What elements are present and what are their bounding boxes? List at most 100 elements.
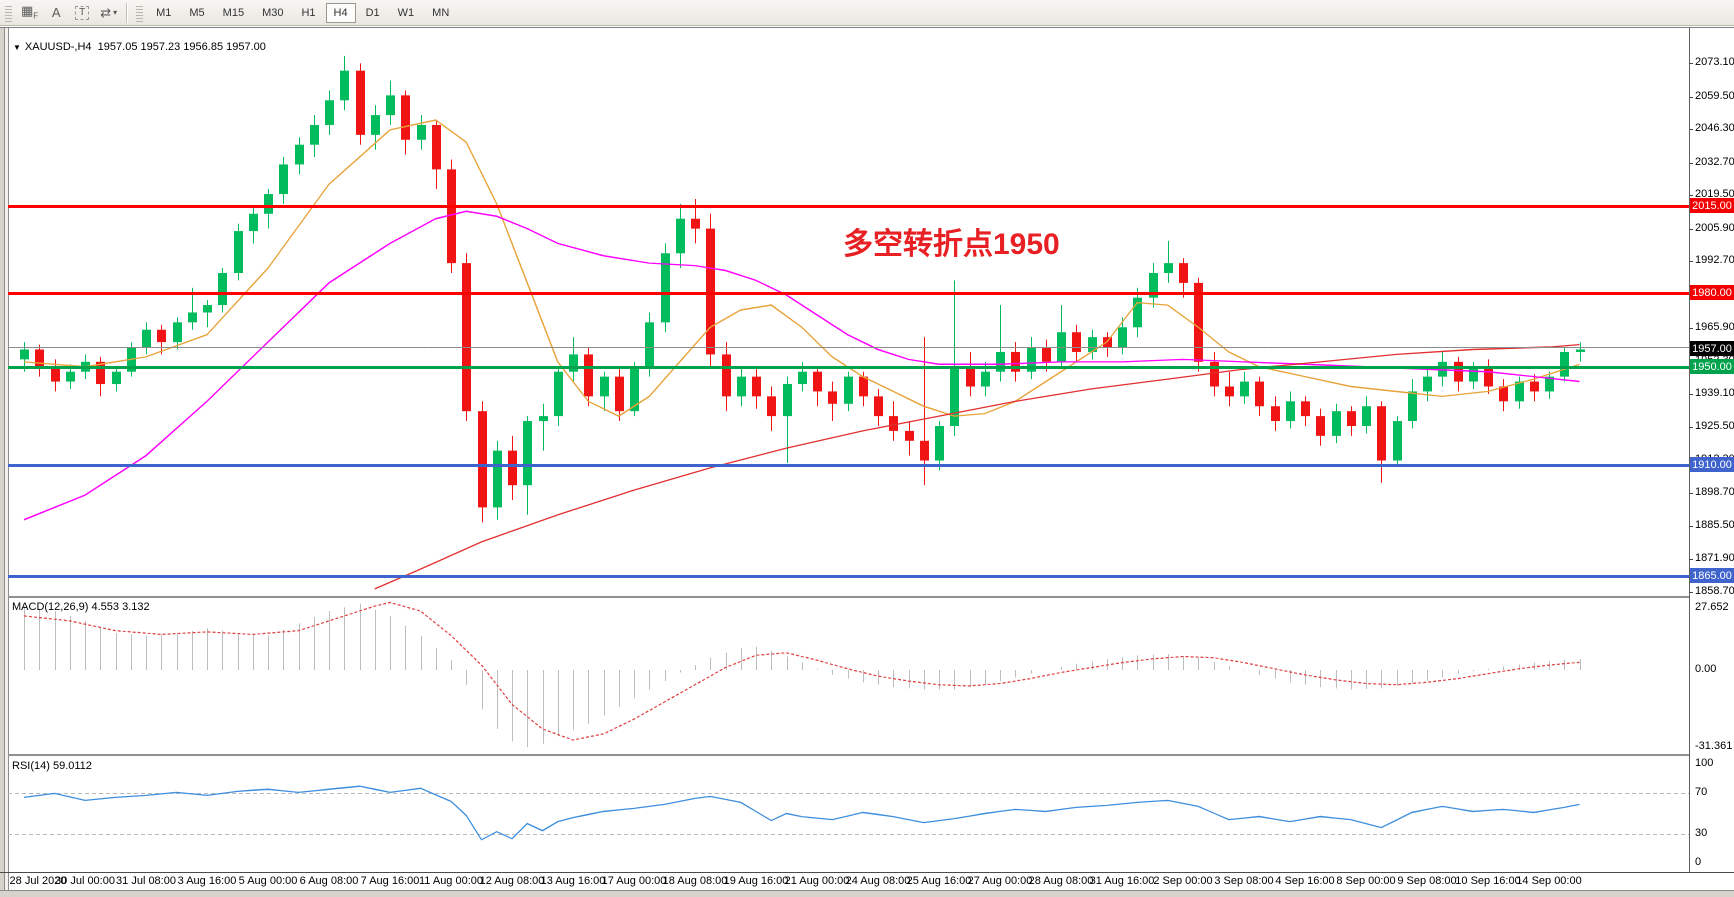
date-label: 17 Aug 00:00 bbox=[601, 875, 667, 887]
chart-title: ▼ XAUUSD-,H4 1957.05 1957.23 1956.85 1957… bbox=[13, 41, 266, 53]
rsi-label: RSI(14) 59.0112 bbox=[12, 760, 92, 772]
time-axis-border bbox=[0, 872, 1734, 873]
date-label: 9 Sep 08:00 bbox=[1397, 875, 1457, 887]
price-tick bbox=[1689, 526, 1693, 527]
timeframe-button-W1[interactable]: W1 bbox=[390, 3, 423, 23]
price-tick bbox=[1689, 592, 1693, 593]
price-tick-label: 1871.90 bbox=[1695, 552, 1734, 564]
dropdown-caret-icon: ▾ bbox=[113, 8, 118, 17]
cursor-tools-button[interactable]: ⇄ ▾ bbox=[96, 2, 121, 24]
rsi-axis-label: 100 bbox=[1695, 757, 1714, 769]
price-level-badge: 2015.00 bbox=[1690, 198, 1734, 213]
cursor-arrows-icon: ⇄ bbox=[100, 5, 112, 20]
price-level-badge: 1910.00 bbox=[1690, 457, 1734, 472]
date-label: 4 Sep 16:00 bbox=[1275, 875, 1335, 887]
price-tick bbox=[1689, 63, 1693, 64]
symbol-dropdown-icon[interactable]: ▼ bbox=[13, 43, 21, 52]
price-tick-label: 2005.90 bbox=[1695, 222, 1734, 234]
rsi-axis-label: 0 bbox=[1695, 856, 1702, 868]
chart-grid-icon: ▦F bbox=[21, 3, 39, 21]
date-label: 31 Jul 08:00 bbox=[116, 875, 176, 887]
timeframe-button-D1[interactable]: D1 bbox=[358, 3, 388, 23]
date-label: 28 Aug 08:00 bbox=[1028, 875, 1094, 887]
date-label: 21 Aug 00:00 bbox=[784, 875, 850, 887]
date-label: 25 Aug 16:00 bbox=[906, 875, 972, 887]
panel-divider[interactable] bbox=[8, 596, 1689, 598]
date-label: 28 Jul 2020 bbox=[9, 875, 67, 887]
price-tick bbox=[1689, 129, 1693, 130]
price-tick-label: 1858.70 bbox=[1695, 585, 1734, 597]
rsi-axis-label: 30 bbox=[1695, 827, 1708, 839]
macd-axis-label: -31.361 bbox=[1695, 740, 1733, 752]
date-label: 14 Sep 00:00 bbox=[1516, 875, 1582, 887]
price-level-badge: 1950.00 bbox=[1690, 359, 1734, 374]
price-level-badge: 1980.00 bbox=[1690, 285, 1734, 300]
timeframe-button-H4[interactable]: H4 bbox=[325, 2, 356, 23]
price-tick bbox=[1689, 261, 1693, 262]
toolbar: ▦F A T ⇄ ▾ M1 M5 M15 M30 H1 H4 D1 W1 MN bbox=[0, 0, 1734, 26]
price-tick bbox=[1689, 559, 1693, 560]
rsi-axis-label: 70 bbox=[1695, 786, 1708, 798]
timeframe-button-M1[interactable]: M1 bbox=[148, 3, 179, 23]
macd-axis-label: 0.00 bbox=[1695, 663, 1717, 675]
price-tick-label: 2059.50 bbox=[1695, 90, 1734, 102]
price-tick bbox=[1689, 394, 1693, 395]
price-tick bbox=[1689, 427, 1693, 428]
timeframe-button-M5[interactable]: M5 bbox=[181, 3, 212, 23]
price-axis-border bbox=[1689, 28, 1690, 873]
price-tick bbox=[1689, 163, 1693, 164]
date-label: 11 Aug 00:00 bbox=[418, 875, 484, 887]
price-tick bbox=[1689, 97, 1693, 98]
timeframe-button-H1[interactable]: H1 bbox=[293, 3, 323, 23]
chart-annotation-text[interactable]: 多空转折点1950 bbox=[843, 228, 1060, 261]
rsi-panel-canvas[interactable] bbox=[8, 757, 1689, 871]
date-label: 2 Sep 00:00 bbox=[1153, 875, 1213, 887]
chart-grid-button[interactable]: ▦F bbox=[17, 2, 42, 24]
date-label: 13 Aug 16:00 bbox=[540, 875, 606, 887]
date-label: 7 Aug 16:00 bbox=[360, 875, 420, 887]
date-label: 3 Sep 08:00 bbox=[1214, 875, 1274, 887]
timeframe-button-M30[interactable]: M30 bbox=[254, 3, 291, 23]
panel-divider[interactable] bbox=[8, 754, 1689, 756]
macd-panel-canvas[interactable] bbox=[8, 598, 1689, 754]
date-label: 19 Aug 16:00 bbox=[723, 875, 789, 887]
date-label: 8 Sep 00:00 bbox=[1336, 875, 1396, 887]
timeframe-group: M1 M5 M15 M30 H1 H4 D1 W1 MN bbox=[148, 2, 457, 23]
insert-text-button[interactable]: A bbox=[44, 2, 68, 24]
price-level-badge: 1865.00 bbox=[1690, 568, 1734, 583]
price-tick-label: 1885.50 bbox=[1695, 519, 1734, 531]
date-label: 18 Aug 08:00 bbox=[662, 875, 728, 887]
price-tick-label: 1939.10 bbox=[1695, 387, 1734, 399]
date-label: 12 Aug 08:00 bbox=[479, 875, 545, 887]
date-label: 5 Aug 00:00 bbox=[238, 875, 298, 887]
price-tick-label: 2046.30 bbox=[1695, 122, 1734, 134]
date-label: 31 Aug 16:00 bbox=[1089, 875, 1155, 887]
label-icon: T bbox=[75, 5, 90, 20]
date-label: 10 Sep 16:00 bbox=[1455, 875, 1521, 887]
date-label: 3 Aug 16:00 bbox=[177, 875, 237, 887]
price-tick bbox=[1689, 493, 1693, 494]
price-level-badge: 1957.00 bbox=[1690, 341, 1734, 356]
main-chart-canvas[interactable] bbox=[8, 28, 1689, 596]
price-tick bbox=[1689, 229, 1693, 230]
date-label: 6 Aug 08:00 bbox=[299, 875, 359, 887]
macd-label: MACD(12,26,9) 4.553 3.132 bbox=[12, 601, 150, 613]
toolbar-separator bbox=[126, 2, 129, 23]
price-tick-label: 2019.50 bbox=[1695, 188, 1734, 200]
timeframe-button-M15[interactable]: M15 bbox=[215, 3, 252, 23]
price-tick-label: 2032.70 bbox=[1695, 156, 1734, 168]
insert-label-button[interactable]: T bbox=[70, 2, 94, 24]
price-tick-label: 1925.50 bbox=[1695, 420, 1734, 432]
toolbar-grip[interactable] bbox=[136, 3, 144, 22]
date-label: 27 Aug 00:00 bbox=[967, 875, 1033, 887]
date-label: 24 Aug 08:00 bbox=[845, 875, 911, 887]
price-tick-label: 1965.90 bbox=[1695, 321, 1734, 333]
macd-axis-label: 27.652 bbox=[1695, 601, 1729, 613]
toolbar-grip[interactable] bbox=[5, 3, 12, 22]
price-tick bbox=[1689, 328, 1693, 329]
timeframe-button-MN[interactable]: MN bbox=[424, 3, 457, 23]
ohlc-values-label: 1957.05 1957.23 1956.85 1957.00 bbox=[97, 41, 266, 53]
window-bottom-edge bbox=[0, 890, 1734, 897]
price-tick-label: 1992.70 bbox=[1695, 254, 1734, 266]
